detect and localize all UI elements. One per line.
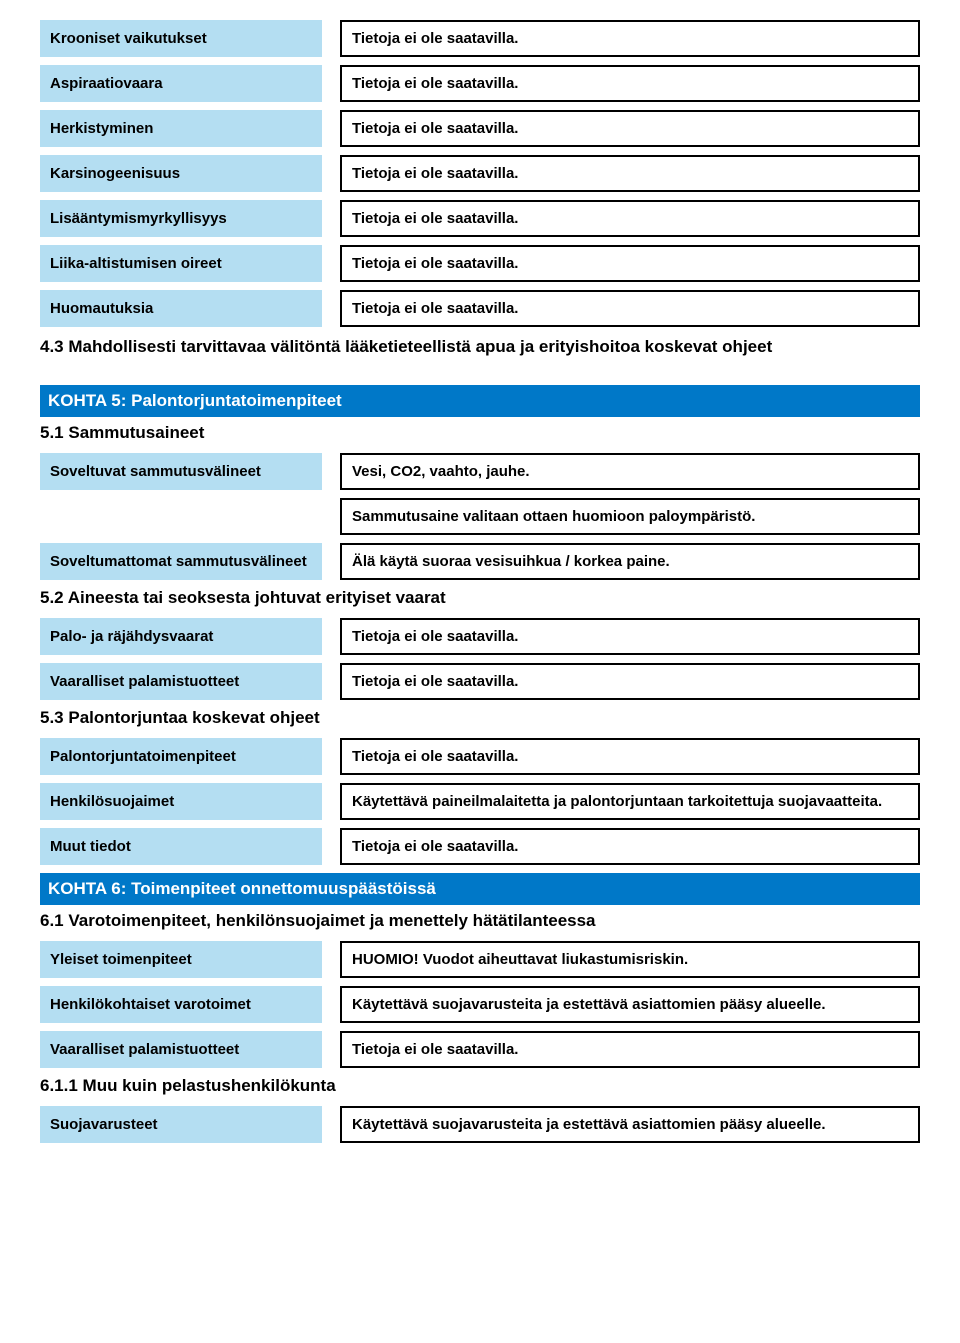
row-label: Yleiset toimenpiteet [40,941,322,978]
row-value: Tietoja ei ole saatavilla. [340,290,920,327]
data-row: Palo- ja räjähdysvaarat Tietoja ei ole s… [40,618,920,655]
row-label: Soveltumattomat sammutusvälineet [40,543,322,580]
row-label: Huomautuksia [40,290,322,327]
row-value: Tietoja ei ole saatavilla. [340,1031,920,1068]
data-row: Henkilökohtaiset varotoimet Käytettävä s… [40,986,920,1023]
row-label: Karsinogeenisuus [40,155,322,192]
row-label: Krooniset vaikutukset [40,20,322,57]
section-6-header: KOHTA 6: Toimenpiteet onnettomuuspäästöi… [40,873,920,905]
row-value: Tietoja ei ole saatavilla. [340,828,920,865]
data-row: Palontorjuntatoimenpiteet Tietoja ei ole… [40,738,920,775]
subheading-6-1-1: 6.1.1 Muu kuin pelastushenkilökunta [40,1076,920,1096]
data-row: Vaaralliset palamistuotteet Tietoja ei o… [40,1031,920,1068]
row-label: Muut tiedot [40,828,322,865]
row-label: Vaaralliset palamistuotteet [40,1031,322,1068]
row-value: Tietoja ei ole saatavilla. [340,65,920,102]
row-value: Käytettävä suojavarusteita ja estettävä … [340,986,920,1023]
data-row: Suojavarusteet Käytettävä suojavarusteit… [40,1106,920,1143]
row-value: Tietoja ei ole saatavilla. [340,663,920,700]
data-row: Aspiraatiovaara Tietoja ei ole saatavill… [40,65,920,102]
subheading-4-3: 4.3 Mahdollisesti tarvittavaa välitöntä … [40,337,920,357]
data-row: Henkilösuojaimet Käytettävä paineilmalai… [40,783,920,820]
row-value: Tietoja ei ole saatavilla. [340,200,920,237]
row-value: Sammutusaine valitaan ottaen huomioon pa… [340,498,920,535]
row-label: Lisääntymismyrkyllisyys [40,200,322,237]
row-value: Tietoja ei ole saatavilla. [340,245,920,282]
data-row: Krooniset vaikutukset Tietoja ei ole saa… [40,20,920,57]
row-value: HUOMIO! Vuodot aiheuttavat liukastumisri… [340,941,920,978]
data-row: Huomautuksia Tietoja ei ole saatavilla. [40,290,920,327]
row-label: Suojavarusteet [40,1106,322,1143]
subheading-5-3: 5.3 Palontorjuntaa koskevat ohjeet [40,708,920,728]
data-row: Vaaralliset palamistuotteet Tietoja ei o… [40,663,920,700]
row-value: Vesi, CO2, vaahto, jauhe. [340,453,920,490]
row-label: Vaaralliset palamistuotteet [40,663,322,700]
row-value: Tietoja ei ole saatavilla. [340,20,920,57]
data-row: Sammutusaine valitaan ottaen huomioon pa… [40,498,920,535]
subheading-6-1: 6.1 Varotoimenpiteet, henkilönsuojaimet … [40,911,920,931]
row-label: Henkilökohtaiset varotoimet [40,986,322,1023]
data-row: Soveltumattomat sammutusvälineet Älä käy… [40,543,920,580]
row-label: Herkistyminen [40,110,322,147]
section-5-header: KOHTA 5: Palontorjuntatoimenpiteet [40,385,920,417]
row-value: Tietoja ei ole saatavilla. [340,618,920,655]
data-row: Liika-altistumisen oireet Tietoja ei ole… [40,245,920,282]
data-row: Karsinogeenisuus Tietoja ei ole saatavil… [40,155,920,192]
row-label: Henkilösuojaimet [40,783,322,820]
row-value: Älä käytä suoraa vesisuihkua / korkea pa… [340,543,920,580]
row-label: Palontorjuntatoimenpiteet [40,738,322,775]
data-row: Yleiset toimenpiteet HUOMIO! Vuodot aihe… [40,941,920,978]
subheading-5-2: 5.2 Aineesta tai seoksesta johtuvat erit… [40,588,920,608]
row-label: Liika-altistumisen oireet [40,245,322,282]
data-row: Herkistyminen Tietoja ei ole saatavilla. [40,110,920,147]
row-value: Tietoja ei ole saatavilla. [340,110,920,147]
row-label: Palo- ja räjähdysvaarat [40,618,322,655]
row-value: Tietoja ei ole saatavilla. [340,155,920,192]
row-value: Käytettävä paineilmalaitetta ja palontor… [340,783,920,820]
data-row: Soveltuvat sammutusvälineet Vesi, CO2, v… [40,453,920,490]
row-label: Aspiraatiovaara [40,65,322,102]
row-value: Käytettävä suojavarusteita ja estettävä … [340,1106,920,1143]
data-row: Lisääntymismyrkyllisyys Tietoja ei ole s… [40,200,920,237]
row-label: Soveltuvat sammutusvälineet [40,453,322,490]
row-value: Tietoja ei ole saatavilla. [340,738,920,775]
data-row: Muut tiedot Tietoja ei ole saatavilla. [40,828,920,865]
subheading-5-1: 5.1 Sammutusaineet [40,423,920,443]
